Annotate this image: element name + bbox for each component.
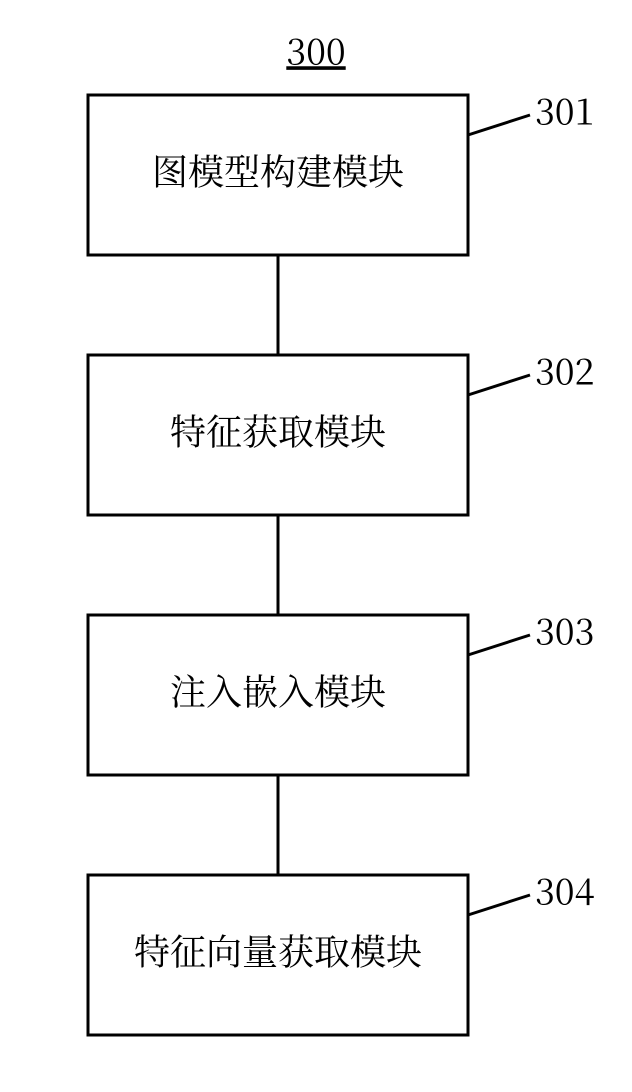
module-number: 303	[535, 604, 594, 655]
module-flowchart: 300 图模型构建模块 301 特征获取模块 302 注入嵌入模块 303 特征向量获取模块…	[0, 0, 632, 1092]
diagram-title: 300	[286, 24, 345, 75]
module-number: 302	[535, 344, 594, 395]
nodes-layer: 图模型构建模块 301 特征获取模块 302 注入嵌入模块 303 特征向量获取模块 304	[88, 84, 595, 1035]
leader-line	[468, 375, 530, 395]
module-label: 注入嵌入模块	[170, 664, 386, 715]
module-label: 特征获取模块	[170, 404, 386, 455]
module-node: 注入嵌入模块 303	[88, 604, 594, 775]
leader-line	[468, 115, 530, 135]
module-label: 图模型构建模块	[152, 144, 404, 195]
leader-line	[468, 635, 530, 655]
module-number: 304	[535, 864, 595, 915]
module-label: 特征向量获取模块	[134, 924, 422, 975]
module-number: 301	[535, 84, 594, 135]
module-node: 特征向量获取模块 304	[88, 864, 595, 1035]
leader-line	[468, 895, 530, 915]
module-node: 图模型构建模块 301	[88, 84, 594, 255]
module-node: 特征获取模块 302	[88, 344, 594, 515]
